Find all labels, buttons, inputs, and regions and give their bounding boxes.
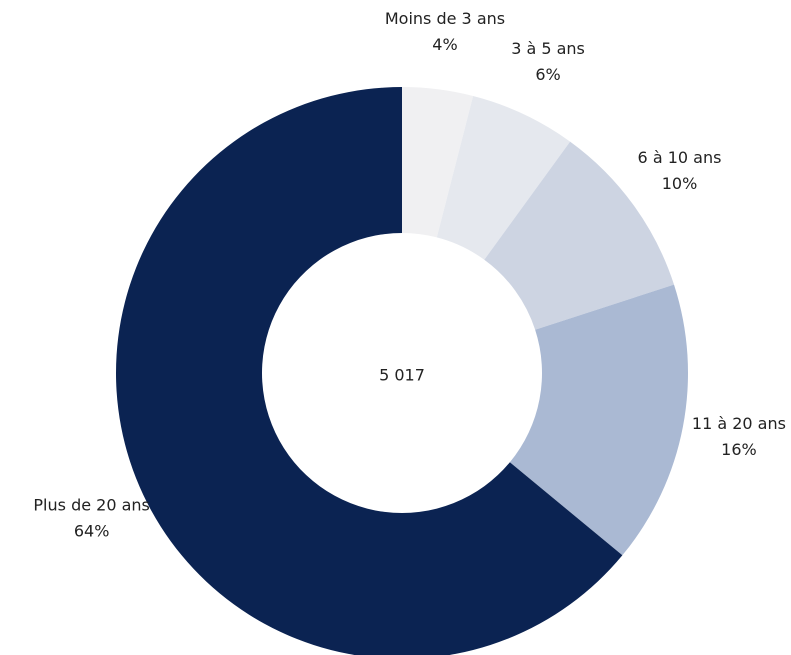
slice-label: Plus de 20 ans	[33, 496, 149, 515]
donut-slice	[116, 87, 623, 655]
slice-label: 6 à 10 ans	[638, 148, 722, 167]
donut-slice	[402, 87, 474, 238]
slice-value-label: 6%	[535, 65, 560, 84]
slice-value-label: 10%	[662, 174, 698, 193]
slice-label: 11 à 20 ans	[692, 414, 786, 433]
center-total: 5 017	[379, 366, 425, 385]
donut-slice	[484, 141, 675, 330]
slice-value-label: 64%	[74, 522, 110, 541]
slice-label: Moins de 3 ans	[385, 9, 505, 28]
slice-label: 3 à 5 ans	[511, 39, 585, 58]
slice-value-label: 4%	[432, 35, 457, 54]
slice-value-label: 16%	[721, 440, 757, 459]
donut-slice	[436, 95, 571, 260]
donut-slice	[509, 284, 688, 556]
